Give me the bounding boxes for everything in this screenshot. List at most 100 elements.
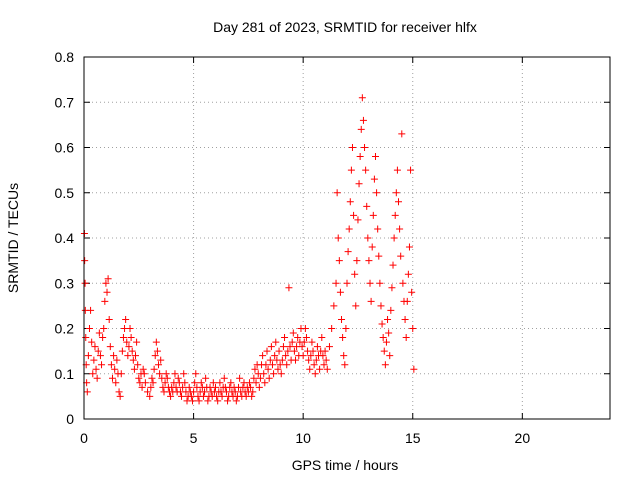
data-point: [171, 370, 179, 378]
data-point: [306, 365, 314, 373]
data-point: [281, 334, 289, 342]
y-tick-label: 0.8: [55, 49, 75, 65]
data-point: [102, 279, 110, 287]
data-point: [338, 315, 346, 323]
data-point: [149, 379, 157, 387]
data-point: [300, 338, 308, 346]
data-point: [181, 379, 189, 387]
data-point: [122, 315, 130, 323]
data-point: [343, 279, 351, 287]
y-tick-label: 0.1: [55, 366, 75, 382]
data-point: [126, 325, 134, 332]
data-point: [399, 279, 407, 287]
data-point: [344, 248, 352, 256]
data-point: [321, 347, 329, 355]
data-point: [174, 374, 182, 382]
data-point: [282, 352, 290, 360]
data-point: [261, 379, 269, 387]
x-tick-label: 15: [405, 430, 421, 446]
data-point: [251, 365, 259, 373]
data-point: [118, 347, 126, 355]
data-point: [339, 334, 347, 342]
data-point: [267, 343, 275, 351]
data-point: [259, 352, 267, 360]
data-point: [128, 347, 136, 355]
y-axis-label: SRMTID / TECUs: [5, 183, 21, 293]
data-point: [227, 379, 235, 387]
data-point: [380, 347, 388, 355]
data-point: [276, 361, 284, 369]
data-point: [220, 374, 228, 382]
data-point: [301, 325, 309, 332]
data-point: [138, 383, 146, 391]
data-point: [361, 144, 369, 151]
data-point: [185, 383, 193, 391]
data-point: [249, 388, 257, 396]
data-point: [89, 370, 97, 378]
data-point: [389, 261, 397, 269]
data-point: [353, 257, 361, 265]
data-point: [157, 356, 165, 364]
data-point: [107, 361, 115, 369]
data-point: [359, 116, 367, 124]
data-point: [290, 347, 298, 355]
data-point: [119, 334, 127, 342]
data-point: [408, 288, 416, 296]
x-tick-label: 0: [80, 430, 88, 446]
data-point: [146, 392, 154, 400]
data-point: [124, 352, 132, 360]
data-point: [161, 379, 169, 387]
data-point: [248, 392, 256, 400]
data-point: [163, 374, 171, 382]
data-point: [98, 361, 106, 369]
data-point: [132, 352, 140, 360]
data-point: [387, 306, 395, 314]
data-point: [369, 211, 377, 219]
data-point: [330, 302, 338, 310]
data-point: [103, 288, 111, 296]
data-point: [302, 334, 310, 342]
data-point: [279, 343, 287, 351]
data-point: [201, 388, 209, 396]
data-point: [82, 334, 90, 342]
y-tick-label: 0: [66, 411, 74, 427]
data-point: [266, 356, 274, 364]
data-point: [323, 365, 331, 373]
data-point: [135, 374, 143, 382]
data-point: [197, 379, 205, 387]
data-point: [370, 175, 378, 183]
data-point: [111, 365, 119, 373]
data-point: [347, 166, 355, 174]
data-point: [140, 370, 148, 378]
data-point: [325, 343, 333, 351]
data-point: [381, 361, 389, 369]
data-point: [84, 352, 92, 360]
data-point: [202, 374, 210, 382]
data-point: [313, 343, 321, 351]
data-point: [256, 374, 264, 382]
data-point: [264, 365, 272, 373]
data-point: [100, 325, 108, 332]
data-point: [188, 397, 196, 405]
data-point: [340, 352, 348, 360]
data-point: [93, 374, 101, 382]
data-point: [284, 347, 292, 355]
data-point: [172, 383, 180, 391]
data-point: [139, 365, 147, 373]
data-point: [285, 284, 293, 292]
data-point: [190, 388, 198, 396]
plot-frame: [83, 56, 611, 420]
data-point: [382, 338, 390, 346]
data-point: [99, 334, 107, 342]
data-point: [178, 392, 186, 400]
data-point: [277, 370, 285, 378]
data-point: [298, 343, 306, 351]
data-point: [322, 356, 330, 364]
data-point: [117, 370, 125, 378]
data-point: [371, 153, 379, 161]
data-point: [311, 370, 319, 378]
data-point: [357, 125, 365, 133]
data-point: [274, 365, 282, 373]
data-point: [95, 329, 103, 337]
data-point: [407, 166, 415, 174]
